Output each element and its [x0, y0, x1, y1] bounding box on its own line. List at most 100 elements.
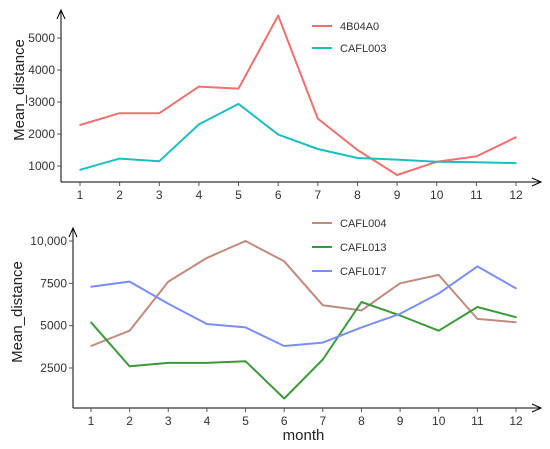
panel2-point-CAFL017	[206, 323, 208, 325]
panel1-x-tick-label: 12	[509, 188, 523, 202]
panel2-point-CAFL004	[476, 318, 479, 320]
panel2-point-CAFL004	[128, 329, 131, 332]
panel2-y-tick-label: 7500	[40, 276, 67, 290]
panel1-x-tick-label: 5	[235, 188, 242, 202]
panel2-point-CAFL004	[90, 345, 92, 347]
panel1-point-4B04A0	[396, 174, 398, 176]
panel2-point-CAFL013	[283, 397, 285, 400]
panel2-x-axis-arrow	[531, 403, 543, 413]
panel1-point-CAFL003	[277, 133, 279, 136]
panel1-point-4B04A0	[356, 149, 359, 151]
panel2-x-tick-label: 3	[165, 414, 172, 428]
panel2-x-axis-title: month	[283, 427, 325, 444]
panel1-x-tick-label: 2	[116, 188, 123, 202]
panel1-point-4B04A0	[475, 155, 478, 158]
panel2-y-axis-arrow	[68, 226, 78, 238]
panel1-point-CAFL003	[435, 161, 438, 163]
panel2-point-CAFL013	[244, 360, 247, 363]
panel2-point-CAFL004	[167, 280, 170, 283]
panel2-point-CAFL013	[399, 314, 401, 317]
panel1-point-4B04A0	[237, 87, 240, 90]
panel2-legend-label: CAFL013	[340, 242, 386, 254]
panel1-point-CAFL003	[237, 103, 240, 105]
panel1-x-tick-label: 3	[156, 188, 163, 202]
panel2-x-tick-label: 6	[281, 414, 288, 428]
panel1-x-tick-label: 9	[394, 188, 401, 202]
panel2-point-CAFL004	[283, 260, 285, 263]
panel2-series-line-CAFL004	[90, 240, 517, 347]
panel1-point-CAFL003	[515, 162, 517, 164]
panel1-y-axis-arrow	[56, 8, 66, 20]
panel1-y-axis-title: Mean_distance	[11, 39, 28, 141]
panel1-series-line-CAFL003	[79, 102, 517, 171]
panel1-point-4B04A0	[198, 85, 200, 88]
panel1-legend-label: 4B04A0	[340, 21, 379, 33]
panel2-x-tick-label: 5	[242, 414, 249, 428]
panel1-point-CAFL003	[356, 157, 359, 159]
panel2-point-CAFL017	[476, 265, 479, 268]
panel2-point-CAFL004	[437, 274, 440, 276]
panel2-legend-label: CAFL017	[340, 266, 386, 278]
panel1-x-tick-label: 11	[470, 188, 483, 202]
panel2-point-CAFL013	[437, 329, 440, 332]
panel1-x-tick-label: 4	[196, 188, 203, 202]
panel1-point-4B04A0	[515, 136, 517, 138]
panel2-point-CAFL017	[244, 326, 247, 329]
panel2-point-CAFL017	[437, 292, 440, 295]
panel2-point-CAFL017	[399, 313, 401, 315]
panel2-x-tick-label: 2	[126, 414, 133, 428]
panel2-x-tick-label: 1	[88, 414, 95, 428]
panel2-y-tick-label: 2500	[40, 361, 67, 375]
panel2-point-CAFL017	[360, 326, 363, 329]
panel2-point-CAFL013	[90, 321, 92, 324]
panel1-point-CAFL003	[79, 169, 81, 171]
panel2-y-axis-title: Mean_distance	[9, 261, 26, 363]
panel1-point-CAFL003	[158, 160, 161, 162]
panel1-x-axis-arrow	[531, 177, 543, 187]
panel2-point-CAFL004	[244, 240, 247, 242]
panel2-point-CAFL013	[322, 358, 324, 361]
panel1-x-tick-label: 10	[430, 188, 444, 202]
panel1-point-4B04A0	[79, 124, 81, 126]
panel1-point-CAFL003	[475, 161, 478, 163]
panel1-point-4B04A0	[317, 117, 319, 120]
panel2-x-tick-label: 8	[358, 414, 365, 428]
panel2-point-CAFL017	[283, 345, 285, 347]
panel2-point-CAFL013	[515, 316, 517, 319]
panel2-x-tick-label: 7	[319, 414, 326, 428]
panel2-point-CAFL004	[360, 309, 363, 312]
panel1-y-tick-label: 1000	[28, 159, 55, 173]
panel2-point-CAFL013	[206, 362, 208, 364]
panel2-x-tick-label: 11	[471, 414, 484, 428]
panel1-y-tick-label: 2000	[28, 127, 55, 141]
panel2-point-CAFL004	[515, 321, 517, 324]
panel2-legend-label: CAFL004	[340, 218, 386, 230]
panel1-y-tick-label: 4000	[28, 63, 55, 77]
panel2-series-line-CAFL017	[90, 265, 517, 347]
panel2-y-tick-label: 5000	[40, 319, 67, 333]
panel2-x-tick-label: 10	[432, 414, 446, 428]
panel2-point-CAFL013	[476, 306, 479, 308]
panel1-point-CAFL003	[317, 148, 319, 150]
panel1-point-CAFL003	[118, 157, 121, 160]
panel2-y-tick-label: 10,000	[30, 234, 67, 248]
panel2-point-CAFL017	[167, 302, 170, 305]
panel2-x-tick-label: 12	[509, 414, 523, 428]
panel1-point-CAFL003	[198, 123, 200, 126]
panel2-point-CAFL013	[128, 365, 131, 368]
panel2-point-CAFL004	[206, 257, 208, 259]
panel1-point-4B04A0	[158, 112, 161, 114]
panel1-y-tick-label: 3000	[28, 95, 55, 109]
panel1-x-tick-label: 6	[275, 188, 282, 202]
panel1-x-tick-label: 7	[314, 188, 321, 202]
panel2-point-CAFL004	[322, 304, 324, 307]
panel2-point-CAFL017	[90, 285, 92, 288]
panel1-y-tick-label: 5000	[28, 31, 55, 45]
panel2-point-CAFL013	[360, 301, 363, 303]
panel1-point-4B04A0	[277, 14, 279, 17]
panel1-x-tick-label: 8	[354, 188, 361, 202]
panel2-point-CAFL017	[322, 341, 324, 344]
panel1-series-line-4B04A0	[79, 14, 517, 176]
panel2-point-CAFL004	[399, 282, 401, 285]
